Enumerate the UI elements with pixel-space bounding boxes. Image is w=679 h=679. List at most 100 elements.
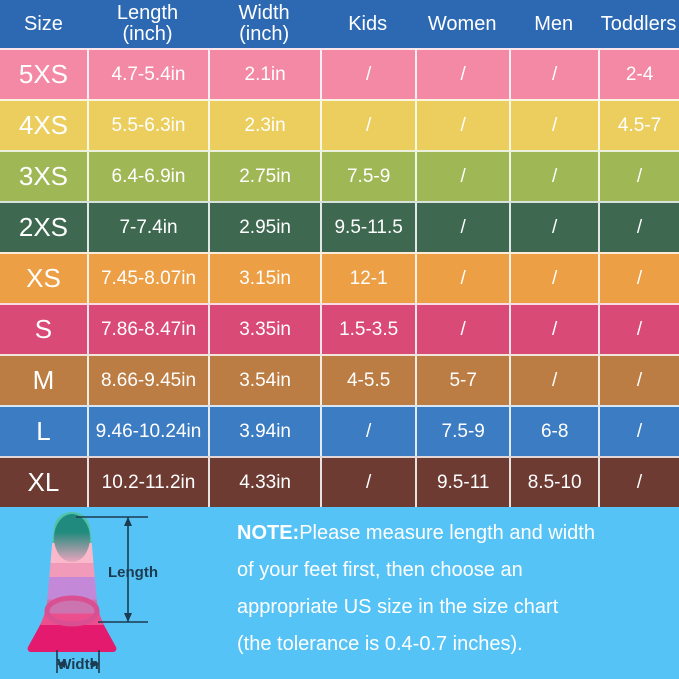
size-cell: 5XS [18,59,69,89]
kids-cell: 4-5.5 [320,356,415,405]
length-cell: 9.46-10.24in [86,407,208,456]
note-line: NOTE:Please measure length and width [237,515,667,552]
header-toddlers: Toddlers [598,0,679,48]
table-row: L 9.46-10.24in 3.94in / 7.5-9 6-8 / [0,405,679,456]
header-label: Men [534,12,574,35]
length-cell: 10.2-11.2in [86,458,208,507]
toddlers-cell: / [598,254,679,303]
men-cell: 6-8 [509,407,598,456]
size-cell: XL [27,467,60,497]
toddlers-cell: / [598,407,679,456]
table-body: 5XS 4.7-5.4in 2.1in / / / 2-4 4XS 5.5-6.… [0,48,679,507]
kids-cell: 7.5-9 [320,152,415,201]
width-cell: 2.1in [208,50,320,99]
table-row: 5XS 4.7-5.4in 2.1in / / / 2-4 [0,48,679,99]
length-cell: 8.66-9.45in [86,356,208,405]
note-line: appropriate US size in the size chart [237,596,559,618]
fin-toe-opening [54,514,90,562]
header-label: Toddlers [600,12,677,35]
header-label: Length [116,2,179,24]
toddlers-cell: / [598,203,679,252]
table-row: M 8.66-9.45in 3.54in 4-5.5 5-7 / / [0,354,679,405]
width-cell: 3.35in [208,305,320,354]
women-cell: / [415,305,509,354]
men-cell: / [509,50,598,99]
arrow-left-icon [57,660,65,668]
kids-cell: 12-1 [320,254,415,303]
table-row: 4XS 5.5-6.3in 2.3in / / / 4.5-7 [0,99,679,150]
note-line: (the tolerance is 0.4-0.7 inches). [237,633,523,655]
table-row: XS 7.45-8.07in 3.15in 12-1 / / / [0,252,679,303]
women-cell: / [415,254,509,303]
men-cell: / [509,101,598,150]
size-cell: 2XS [18,212,69,242]
men-cell: / [509,356,598,405]
size-cell: S [34,314,53,344]
kids-cell: / [320,458,415,507]
header-size: Size [0,0,87,48]
length-cell: 7.45-8.07in [86,254,208,303]
arrow-up-icon [124,517,132,526]
header-men: Men [509,0,598,48]
table-header-row: Size Length (inch) Width (inch) Kids Wom… [0,0,679,48]
note-label: NOTE: [237,522,300,544]
toddlers-cell: 4.5-7 [598,101,679,150]
width-cell: 3.94in [208,407,320,456]
women-cell: / [415,50,509,99]
length-cell: 5.5-6.3in [86,101,208,150]
note-line-text: Please measure length and width [299,522,595,544]
header-label: Kids [348,12,388,35]
size-chart-table: Size Length (inch) Width (inch) Kids Wom… [0,0,679,507]
width-cell: 2.75in [208,152,320,201]
bottom-panel: Length Width NOTE:Please measure length … [0,507,679,679]
men-cell: 8.5-10 [509,458,598,507]
width-cell: 2.3in [208,101,320,150]
header-label: Width [238,2,290,24]
kids-cell: / [320,101,415,150]
length-cell: 7.86-8.47in [86,305,208,354]
men-cell: / [509,152,598,201]
toddlers-cell: 2-4 [598,50,679,99]
women-cell: / [415,203,509,252]
toddlers-cell: / [598,356,679,405]
size-cell: XS [26,263,61,293]
header-width: Width (inch) [208,0,320,48]
width-label: Width [57,656,99,673]
women-cell: 9.5-11 [415,458,509,507]
header-length: Length (inch) [87,0,208,48]
width-cell: 3.54in [208,356,320,405]
table-row: S 7.86-8.47in 3.35in 1.5-3.5 / / / [0,303,679,354]
size-cell: 4XS [18,110,69,140]
kids-cell: 1.5-3.5 [320,305,415,354]
women-cell: 5-7 [415,356,509,405]
length-cell: 6.4-6.9in [86,152,208,201]
length-cell: 4.7-5.4in [86,50,208,99]
header-sublabel: (inch) [239,23,290,45]
note-text: NOTE:Please measure length and width of … [237,515,667,663]
note-line: of your feet first, then choose an [237,559,523,581]
toddlers-cell: / [598,305,679,354]
length-label: Length [108,564,158,581]
header-label: Women [427,12,497,35]
table-row: 2XS 7-7.4in 2.95in 9.5-11.5 / / / [0,201,679,252]
table-row: XL 10.2-11.2in 4.33in / 9.5-11 8.5-10 / [0,456,679,507]
kids-cell: 9.5-11.5 [320,203,415,252]
men-cell: / [509,254,598,303]
arrow-right-icon [91,660,99,668]
size-cell: M [32,365,55,395]
fin-heel-opening [44,595,100,627]
length-cell: 7-7.4in [86,203,208,252]
width-cell: 4.33in [208,458,320,507]
toddlers-cell: / [598,152,679,201]
men-cell: / [509,305,598,354]
length-dimension: Length [76,516,158,623]
women-cell: / [415,101,509,150]
header-label: Size [24,12,63,35]
men-cell: / [509,203,598,252]
header-women: Women [415,0,509,48]
table-row: 3XS 6.4-6.9in 2.75in 7.5-9 / / / [0,150,679,201]
width-dimension: Width [56,650,100,673]
header-kids: Kids [320,0,415,48]
women-cell: / [415,152,509,201]
